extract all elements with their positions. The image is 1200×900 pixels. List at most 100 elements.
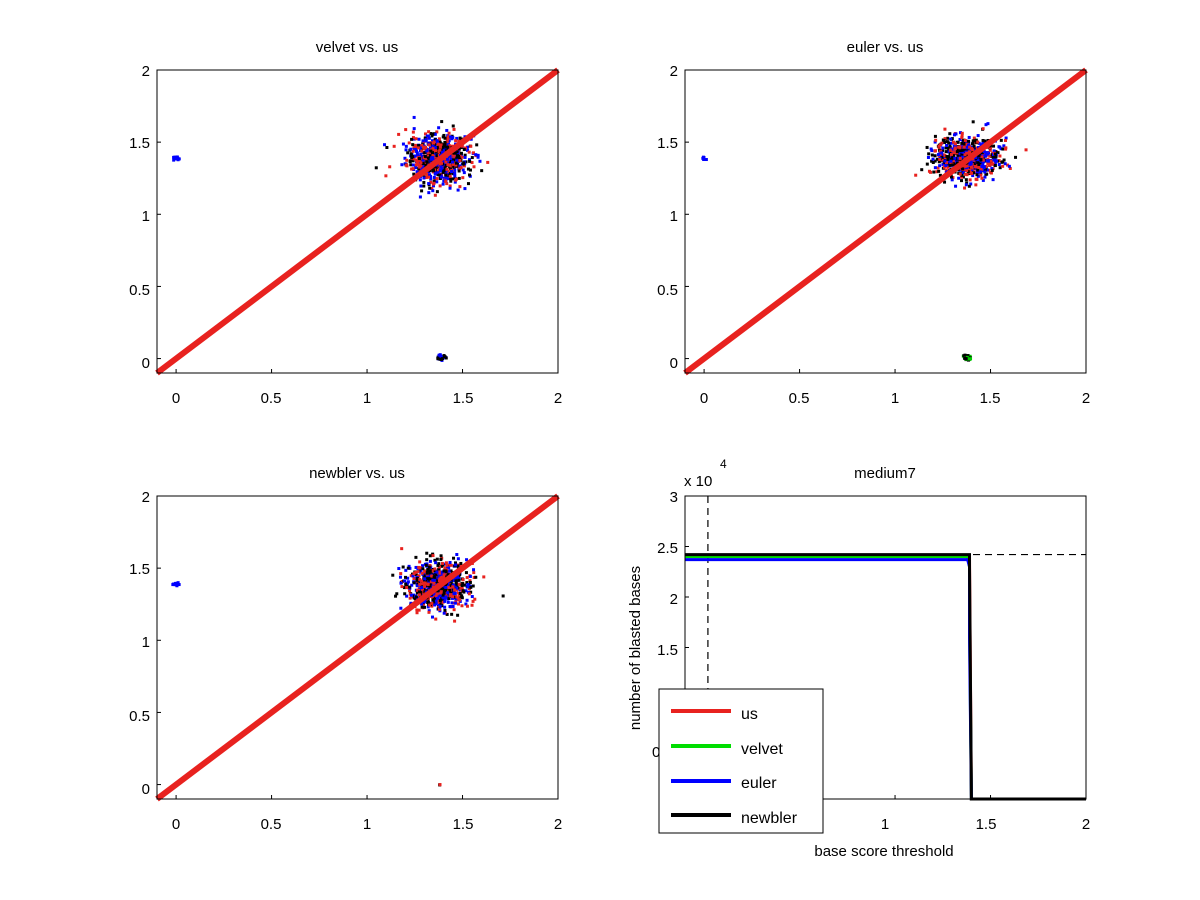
x-tick-label: 1.5	[980, 390, 1001, 407]
scatter-point	[445, 612, 449, 616]
scatter-point	[429, 146, 433, 150]
scatter-point	[949, 137, 953, 141]
scatter-point	[960, 144, 964, 148]
scatter-point	[432, 600, 436, 604]
scatter-point	[948, 148, 952, 152]
scatter-point	[1007, 164, 1011, 168]
scatter-point	[419, 167, 423, 171]
scatter-point	[458, 591, 462, 595]
scatter-point	[436, 142, 440, 146]
scatter-point	[992, 158, 996, 162]
scatter-point	[452, 127, 456, 131]
scatter-point	[454, 163, 458, 167]
scatter-point	[418, 560, 422, 564]
scatter-point	[970, 171, 974, 175]
scatter-point	[952, 144, 956, 148]
x-tick-label: 0.5	[789, 390, 810, 407]
scatter-point	[963, 138, 967, 142]
scatter-point	[429, 157, 433, 161]
scatter-point	[444, 595, 448, 599]
scatter-point	[994, 155, 998, 159]
scatter-point	[448, 561, 452, 565]
scatter-point	[453, 174, 457, 178]
scatter-point	[988, 154, 992, 158]
scatter-point	[455, 588, 459, 592]
scatter-point	[961, 175, 965, 179]
scatter-panel-newbler: newbler vs. us 0 0.5 1 1.5 2 0 0.5 1 1.5…	[129, 465, 562, 833]
scatter-point	[963, 143, 967, 147]
scatter-point	[425, 558, 429, 562]
y-tick-label: 1.5	[129, 561, 150, 578]
scatter-point	[404, 582, 408, 586]
scatter-point	[967, 184, 971, 188]
scatter-point	[430, 576, 434, 580]
scatter-point	[930, 149, 934, 153]
scatter-point	[444, 570, 448, 574]
scatter-point	[431, 147, 435, 151]
scatter-point	[422, 602, 426, 606]
scatter-point	[447, 174, 451, 178]
scatter-point	[440, 120, 444, 124]
x-tick-label: 1.5	[453, 390, 474, 407]
panel-title: velvet vs. us	[316, 39, 399, 56]
scatter-point	[986, 122, 990, 126]
scatter-point	[449, 569, 453, 573]
scatter-point	[418, 146, 422, 150]
scatter-point	[424, 145, 428, 149]
scatter-point	[433, 138, 437, 142]
scatter-point	[1014, 155, 1018, 159]
scatter-point	[419, 152, 423, 156]
scatter-point	[431, 168, 435, 172]
x-tick-label: 0.5	[261, 816, 282, 833]
scatter-point	[946, 146, 950, 150]
scatter-panel-euler: euler vs. us 0 0.5 1 1.5 2 0 0.5 1 1.5 2	[657, 39, 1090, 407]
scatter-point	[938, 164, 942, 168]
scatter-point	[998, 166, 1002, 170]
scatter-point	[438, 574, 442, 578]
scatter-point	[172, 158, 176, 162]
scatter-point	[976, 140, 980, 144]
scatter-point	[432, 578, 436, 582]
scatter-point	[938, 143, 942, 147]
scatter-point	[461, 168, 465, 172]
scatter-point	[419, 591, 423, 595]
scatter-point	[956, 161, 960, 165]
scatter-point	[467, 592, 471, 596]
scatter-point	[968, 145, 972, 149]
scatter-point	[444, 175, 448, 179]
scatter-point	[428, 554, 432, 558]
scatter-point	[405, 586, 409, 590]
scatter-point	[453, 619, 457, 623]
scatter-point	[443, 589, 447, 593]
scatter-point	[460, 586, 464, 590]
scatter-point	[997, 163, 1001, 167]
scatter-point	[434, 602, 438, 606]
scatter-point	[468, 574, 472, 578]
scatter-point	[425, 149, 429, 153]
scatter-point	[433, 193, 437, 197]
scatter-point	[486, 160, 490, 164]
scatter-point	[437, 353, 441, 357]
scatter-point	[425, 574, 429, 578]
scatter-point	[414, 137, 418, 141]
scatter-point	[412, 127, 416, 131]
scatter-point	[1006, 163, 1010, 167]
y-tick-label: 2	[142, 489, 150, 506]
scatter-point	[981, 163, 985, 167]
scatter-point	[983, 139, 987, 143]
scatter-point	[410, 572, 414, 576]
scatter-point	[942, 138, 946, 142]
scatter-point	[982, 160, 986, 164]
scatter-point	[447, 131, 451, 135]
scatter-point	[415, 151, 419, 155]
scatter-point	[415, 591, 419, 595]
scatter-point	[416, 146, 420, 150]
scatter-point	[950, 178, 954, 182]
scatter-point	[421, 158, 425, 162]
scatter-point	[443, 584, 447, 588]
scatter-point	[423, 571, 427, 575]
scatter-point	[445, 182, 449, 186]
scatter-point	[429, 153, 433, 157]
scatter-point	[976, 134, 980, 138]
scatter-point	[960, 134, 964, 138]
